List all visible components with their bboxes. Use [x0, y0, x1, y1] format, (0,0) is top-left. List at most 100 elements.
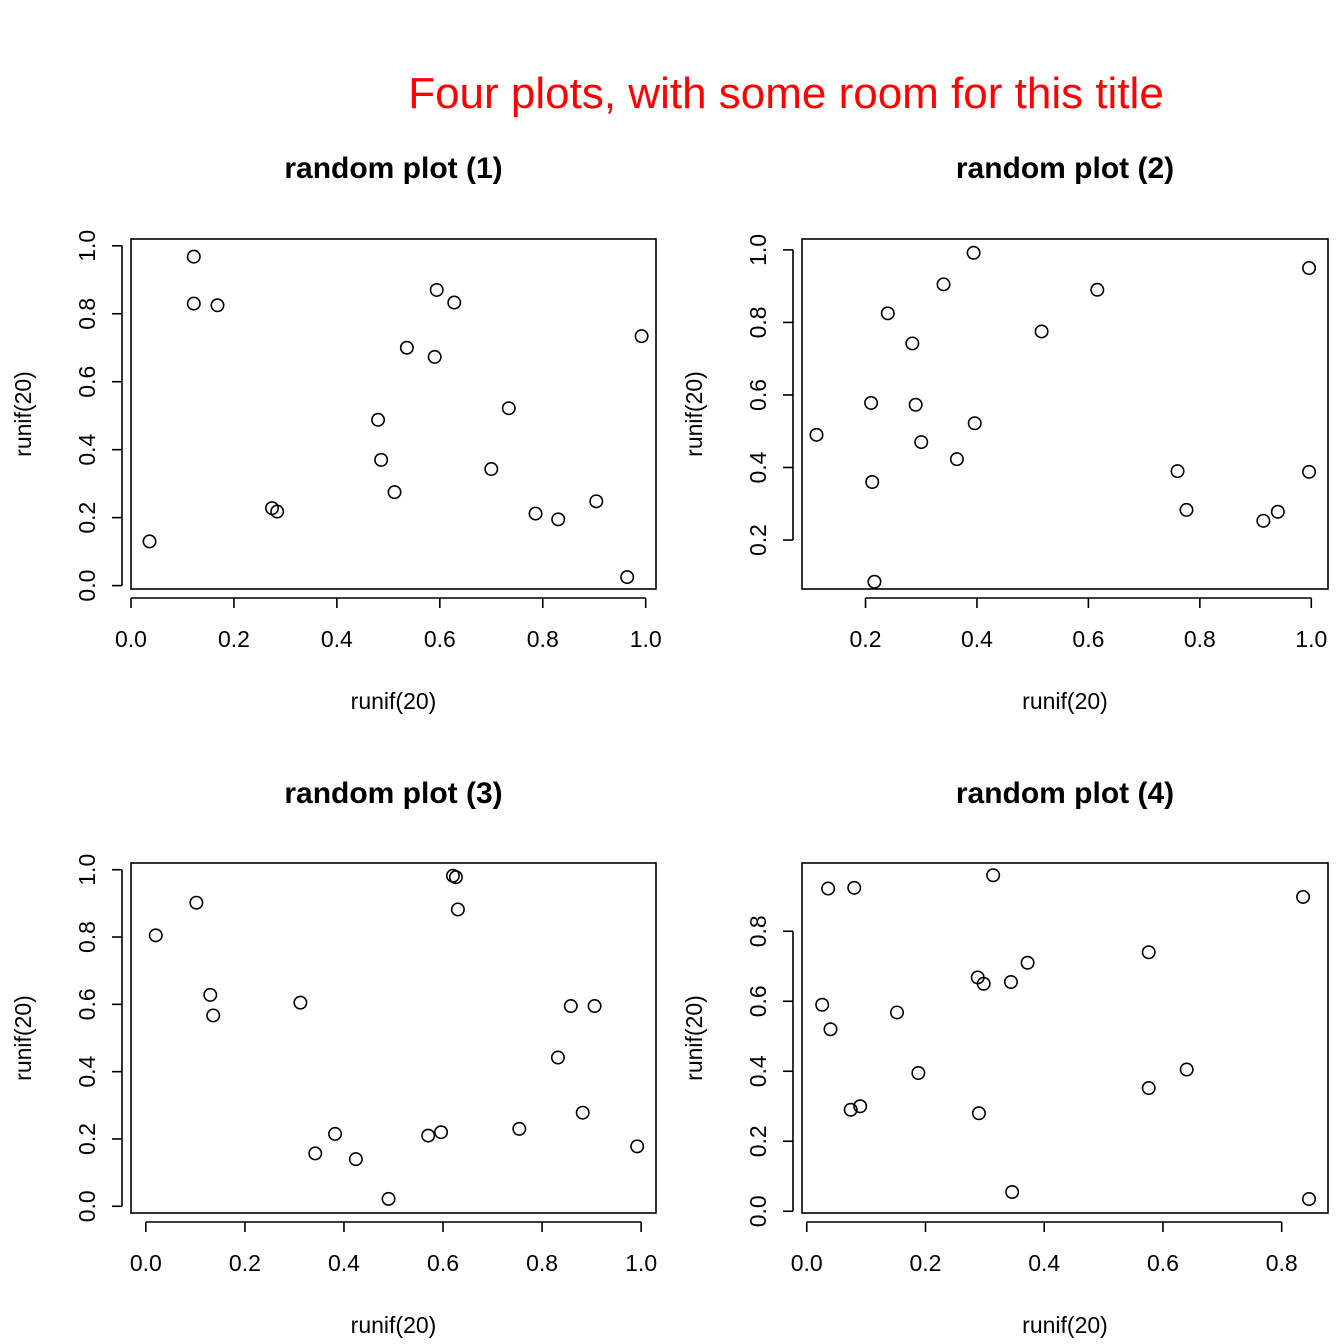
data-point	[148, 928, 163, 943]
data-point	[867, 574, 882, 589]
data-point	[976, 976, 991, 991]
data-point	[270, 504, 285, 519]
y-tick-label: 1.0	[74, 230, 100, 262]
y-tick-label: 0.6	[74, 988, 100, 1020]
y-tick-label: 0.8	[74, 921, 100, 953]
x-axis-label: runif(20)	[1022, 688, 1108, 714]
data-point	[1020, 955, 1035, 970]
data-point	[189, 895, 204, 910]
x-axis-label: runif(20)	[351, 1312, 437, 1338]
x-tick-label: 0.4	[328, 1250, 360, 1276]
data-point	[634, 329, 649, 344]
y-tick-label: 0.6	[74, 366, 100, 398]
x-tick-label: 0.0	[130, 1250, 162, 1276]
data-point	[293, 995, 308, 1010]
data-point	[484, 462, 499, 477]
data-point	[371, 412, 386, 427]
y-tick-label: 0.0	[74, 570, 100, 602]
y-tick-label: 0.8	[745, 915, 771, 947]
data-point	[847, 880, 862, 895]
data-point	[142, 534, 157, 549]
x-tick-label: 0.2	[850, 626, 882, 652]
x-tick-label: 0.2	[229, 1250, 261, 1276]
data-point	[1302, 261, 1317, 276]
data-point	[308, 1146, 323, 1161]
data-point	[575, 1105, 590, 1120]
x-tick-label: 0.6	[1072, 626, 1104, 652]
data-point	[908, 397, 923, 412]
data-point	[1270, 504, 1285, 519]
data-point	[823, 1022, 838, 1037]
x-axis-label: runif(20)	[1022, 1312, 1108, 1338]
y-tick-label: 0.0	[74, 1190, 100, 1222]
data-point	[203, 987, 218, 1002]
y-tick-label: 0.6	[745, 985, 771, 1017]
x-tick-label: 0.8	[526, 1250, 558, 1276]
data-point	[563, 999, 578, 1014]
x-tick-label: 0.6	[427, 1250, 459, 1276]
data-point	[880, 306, 895, 321]
data-point	[186, 249, 201, 264]
data-point	[512, 1121, 527, 1136]
data-point	[1256, 513, 1271, 528]
x-tick-label: 0.4	[321, 626, 353, 652]
plot-panel-3: random plot (3) 0.0 0.2 0.4 0.6 0.8 1.0 0.0 0.2 0…	[10, 777, 657, 1338]
y-axis-label: runif(20)	[681, 371, 707, 457]
y-tick-label: 1.0	[74, 854, 100, 886]
x-tick-label: 0.4	[1028, 1250, 1060, 1276]
y-tick-label: 0.2	[745, 524, 771, 556]
data-point	[501, 401, 516, 416]
data-point	[551, 512, 566, 527]
y-tick-label: 0.4	[74, 433, 100, 465]
data-point	[434, 1125, 449, 1140]
x-tick-label: 0.8	[1266, 1250, 1298, 1276]
data-point	[429, 282, 444, 297]
plot-frame	[130, 862, 657, 1214]
data-point	[889, 1005, 904, 1020]
data-point	[1302, 464, 1317, 479]
data-point	[1141, 945, 1156, 960]
y-axis-label: runif(20)	[681, 995, 707, 1081]
x-tick-label: 0.2	[218, 626, 250, 652]
data-point	[966, 245, 981, 260]
figure-title: Four plots, with some room for this titl…	[408, 69, 1164, 118]
y-axis-label: runif(20)	[10, 371, 36, 457]
y-tick-label: 0.8	[745, 306, 771, 338]
data-point	[374, 452, 389, 467]
data-point	[450, 902, 465, 917]
data-point	[1090, 282, 1105, 297]
x-tick-label: 0.8	[1184, 626, 1216, 652]
data-point	[550, 1050, 565, 1065]
x-tick-label: 0.2	[909, 1250, 941, 1276]
data-point	[949, 452, 964, 467]
y-tick-label: 0.2	[74, 1123, 100, 1155]
data-point	[427, 349, 442, 364]
x-tick-label: 0.6	[424, 626, 456, 652]
y-tick-label: 0.8	[74, 298, 100, 330]
data-point	[1170, 464, 1185, 479]
data-point	[911, 1066, 926, 1081]
data-point	[843, 1102, 858, 1117]
data-point	[421, 1128, 436, 1143]
y-tick-label: 1.0	[745, 234, 771, 266]
data-point	[381, 1191, 396, 1206]
x-tick-label: 1.0	[625, 1250, 657, 1276]
y-tick-label: 0.6	[745, 379, 771, 411]
data-point	[905, 336, 920, 351]
data-point	[1005, 1185, 1020, 1200]
data-point	[210, 298, 225, 313]
data-point	[821, 881, 836, 896]
data-point	[589, 494, 604, 509]
plot-frame	[801, 862, 1329, 1214]
panel-title: random plot (3)	[284, 777, 502, 810]
data-point	[864, 395, 879, 410]
x-tick-label: 0.0	[115, 626, 147, 652]
data-point	[328, 1126, 343, 1141]
y-axis-label: runif(20)	[10, 995, 36, 1081]
data-point	[986, 868, 1001, 883]
data-point	[936, 277, 951, 292]
panel-title: random plot (4)	[956, 777, 1174, 810]
data-point	[815, 997, 830, 1012]
data-point	[967, 416, 982, 431]
